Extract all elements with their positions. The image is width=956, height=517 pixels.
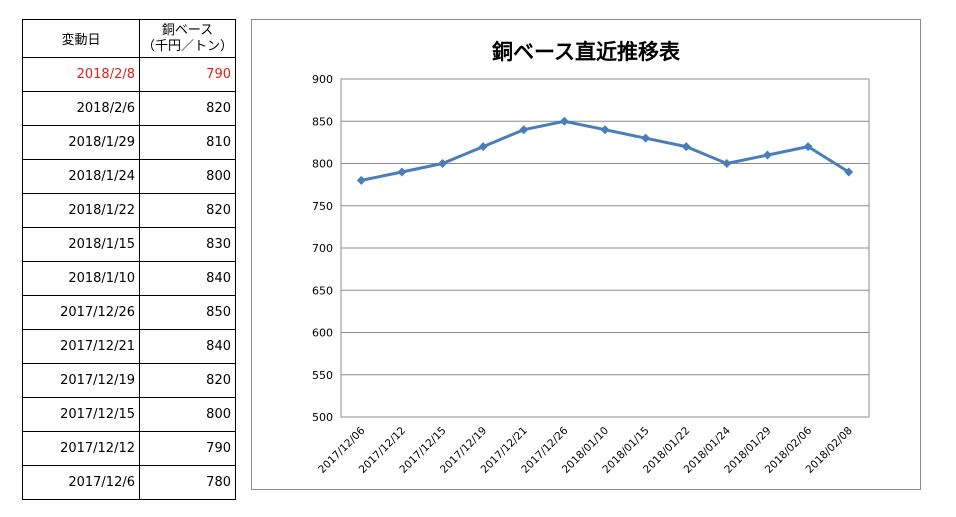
table-cell-value: 780 (206, 475, 231, 490)
data-point (722, 159, 732, 168)
y-tick-label: 550 (312, 369, 333, 382)
table-cell-value: 800 (206, 169, 231, 184)
table-cell-value: 790 (206, 67, 231, 82)
table-cell-value: 820 (206, 101, 231, 116)
table-body: 2018/2/8 790 2018/2/6 820 2018/1/29 810 2018/1… (23, 57, 235, 499)
data-point (641, 133, 651, 143)
header-date: 変動日 (23, 20, 140, 57)
y-tick-label: 800 (312, 158, 333, 171)
table-cell-value: 830 (206, 237, 231, 252)
data-point (519, 125, 529, 135)
header-price-line2: （千円／トン） (141, 38, 233, 54)
table-row: 2017/12/6 780 (23, 465, 235, 499)
table-row: 2018/1/29 810 (23, 125, 235, 159)
table-row: 2018/2/6 820 (23, 91, 235, 125)
table-cell-value: 790 (206, 441, 231, 456)
header-price-line1: 銅ベース (161, 22, 214, 38)
table-row: 2017/12/19 820 (23, 363, 235, 397)
table-row: 2018/2/8 790 (23, 57, 235, 91)
table-row: 2017/12/15 800 (23, 397, 235, 431)
plot-area (340, 78, 870, 418)
table-cell-date: 2018/1/29 (23, 126, 140, 159)
y-tick-label: 500 (312, 411, 333, 424)
table-row: 2018/1/24 800 (23, 159, 235, 193)
table-cell-date: 2018/1/22 (23, 194, 140, 227)
data-point (438, 159, 448, 168)
table-cell-value: 820 (206, 373, 231, 388)
table-cell-date: 2018/1/24 (23, 160, 140, 193)
chart-title: 銅ベース直近推移表 (492, 40, 680, 64)
table-cell-date: 2018/2/8 (23, 58, 140, 91)
data-point (600, 125, 610, 135)
price-table: 変動日 銅ベース （千円／トン） 2018/2/8 790 2018/2/6 820 2… (22, 19, 236, 500)
table-cell-date: 2017/12/21 (23, 330, 140, 363)
table-cell-date: 2017/12/19 (23, 364, 140, 397)
table-header-row: 変動日 銅ベース （千円／トン） (23, 20, 235, 57)
table-row: 2017/12/26 850 (23, 295, 235, 329)
table-cell-date: 2018/2/6 (23, 92, 140, 125)
chart-area: 銅ベース直近推移表 500 550 600 650 700 750 800 850 900 201… (251, 19, 921, 490)
table-cell-value: 850 (206, 305, 231, 320)
data-point (844, 167, 854, 177)
table-cell-date: 2017/12/12 (23, 432, 140, 465)
y-tick-label: 900 (312, 73, 333, 86)
y-tick-label: 850 (312, 115, 333, 128)
y-tick-label: 750 (312, 200, 333, 213)
line-chart: 5005506006507007508008509002017/12/06201… (312, 73, 870, 476)
table-cell-date: 2017/12/15 (23, 398, 140, 431)
table-cell-value: 840 (206, 339, 231, 354)
table-cell-value: 820 (206, 203, 231, 218)
table-cell-value: 810 (206, 135, 231, 150)
table-row: 2018/1/15 830 (23, 227, 235, 261)
table-cell-date: 2017/12/6 (23, 466, 140, 499)
table-row: 2017/12/12 790 (23, 431, 235, 465)
y-tick-label: 650 (312, 284, 333, 297)
data-point (397, 167, 407, 177)
y-tick-label: 700 (312, 242, 333, 255)
data-point (356, 175, 366, 185)
table-cell-value: 800 (206, 407, 231, 422)
table-cell-date: 2018/1/15 (23, 228, 140, 261)
data-point (478, 142, 488, 152)
y-tick-label: 600 (312, 327, 333, 340)
table-cell-date: 2017/12/26 (23, 296, 140, 329)
table-cell-date: 2018/1/10 (23, 262, 140, 295)
table-row: 2017/12/21 840 (23, 329, 235, 363)
data-point (559, 116, 569, 126)
data-point (803, 142, 813, 152)
table-row: 2018/1/22 820 (23, 193, 235, 227)
table-cell-value: 840 (206, 271, 231, 286)
header-price: 銅ベース （千円／トン） (140, 20, 235, 57)
data-point (762, 150, 772, 160)
table-row: 2018/1/10 840 (23, 261, 235, 295)
data-point (681, 142, 691, 152)
